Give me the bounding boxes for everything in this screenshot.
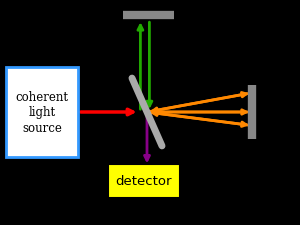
FancyBboxPatch shape (108, 164, 180, 198)
FancyBboxPatch shape (6, 68, 78, 158)
Text: detector: detector (116, 175, 172, 188)
Text: coherent
light
source: coherent light source (16, 91, 68, 134)
